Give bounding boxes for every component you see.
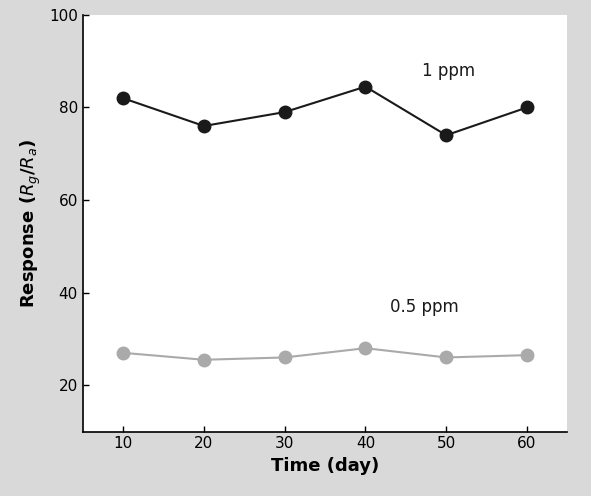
Text: 1 ppm: 1 ppm — [422, 62, 475, 80]
Text: 0.5 ppm: 0.5 ppm — [389, 298, 459, 316]
Y-axis label: Response ($R_g$/$R_a$): Response ($R_g$/$R_a$) — [20, 138, 44, 308]
X-axis label: Time (day): Time (day) — [271, 457, 379, 475]
